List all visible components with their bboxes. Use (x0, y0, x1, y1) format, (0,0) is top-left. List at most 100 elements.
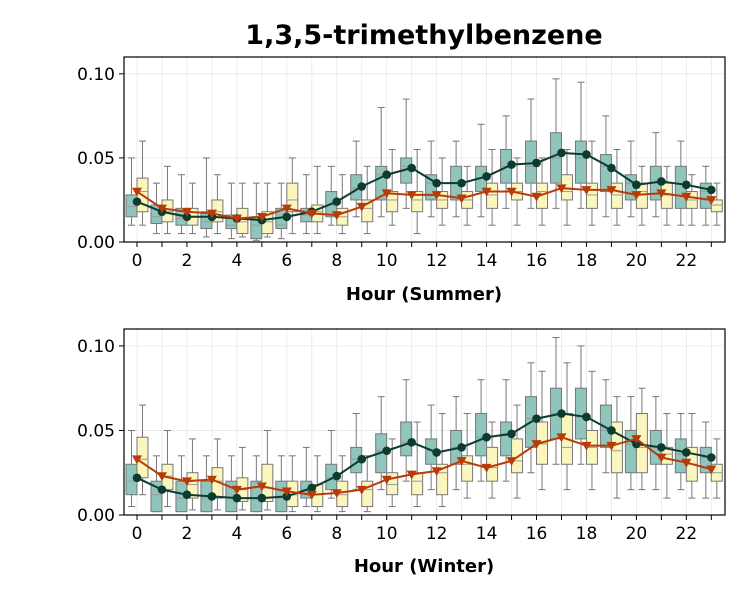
x-tick-label: 8 (331, 251, 342, 271)
boxplot (200, 455, 213, 513)
boxplots (125, 336, 723, 513)
data-point (481, 187, 492, 197)
y-tick-label: 0.10 (77, 65, 115, 85)
series-line (136, 187, 712, 220)
boxplot (300, 174, 313, 235)
data-point (406, 191, 417, 200)
boxplot (511, 404, 524, 499)
data-point (232, 493, 242, 503)
x-tick-label: 14 (476, 251, 498, 271)
data-point (457, 443, 466, 452)
box (411, 191, 424, 213)
data-point (331, 211, 342, 221)
x-tick-label: 4 (231, 251, 242, 271)
data-point (382, 446, 392, 456)
median-lines (131, 409, 717, 503)
data-point (581, 186, 592, 195)
data-point (507, 160, 516, 169)
boxplot (361, 455, 374, 513)
data-point (657, 177, 666, 186)
data-point (432, 448, 441, 457)
data-point (431, 191, 442, 200)
data-point (507, 429, 516, 439)
x-tick-label: 2 (182, 524, 193, 544)
box (500, 421, 513, 457)
boxplot (574, 81, 587, 209)
data-point (682, 448, 691, 457)
data-point (631, 191, 642, 200)
data-point (231, 485, 242, 495)
box (610, 182, 623, 209)
data-point (657, 443, 666, 452)
plot-frame (123, 56, 726, 243)
boxplot (211, 174, 224, 235)
data-point (256, 212, 267, 222)
boxplot (610, 149, 623, 226)
data-point (606, 186, 617, 195)
boxplot (599, 115, 612, 218)
data-point (532, 414, 541, 423)
data-point (231, 214, 242, 224)
series-line (136, 436, 712, 496)
data-point (132, 473, 142, 483)
data-point (681, 192, 692, 202)
boxplot (411, 421, 424, 508)
boxplot (549, 336, 562, 465)
boxplot (375, 396, 388, 491)
data-point (557, 409, 566, 418)
data-point (407, 437, 416, 447)
box (286, 182, 299, 213)
box (461, 455, 474, 482)
x-tick-label: 2 (182, 251, 193, 271)
boxplot (261, 182, 274, 238)
boxplot (286, 455, 299, 513)
data-point (506, 457, 517, 466)
boxplot (585, 140, 598, 226)
x-axis-label: Hour (Winter) (354, 556, 494, 577)
data-point (281, 204, 292, 214)
data-point (407, 163, 416, 173)
boxplot (461, 413, 474, 499)
boxplot (436, 413, 449, 508)
data-point (306, 490, 317, 500)
boxplot (225, 455, 238, 513)
boxplot (325, 429, 338, 499)
data-point (282, 212, 292, 222)
x-tick-label: 20 (626, 251, 648, 271)
boxplot (461, 165, 474, 226)
x-tick-label: 22 (676, 251, 698, 271)
boxplot (286, 157, 299, 235)
y-tick-label: 0.00 (77, 506, 115, 526)
data-point (656, 453, 667, 463)
box (486, 182, 499, 209)
boxplot (300, 446, 313, 508)
box (599, 154, 612, 193)
data-point (406, 470, 417, 480)
boxplot (436, 157, 449, 226)
data-point (532, 158, 541, 168)
y-tick-label: 0.05 (77, 149, 115, 169)
data-point (607, 426, 616, 435)
boxplot (161, 429, 174, 508)
x-tick-label: 0 (132, 251, 143, 271)
y-tick-label: 0.05 (77, 421, 115, 441)
boxplot (125, 429, 138, 508)
boxplot (536, 370, 549, 491)
boxplot (236, 182, 249, 238)
x-tick-label: 6 (281, 524, 292, 544)
boxplot (161, 165, 174, 235)
data-point (332, 197, 342, 206)
data-point (281, 487, 292, 497)
boxplot (475, 123, 488, 218)
x-tick-label: 18 (576, 251, 598, 271)
data-point (356, 202, 367, 212)
data-point (682, 180, 691, 190)
boxplot (200, 157, 213, 238)
y-tick-label: 0.00 (77, 233, 115, 253)
data-point (557, 148, 566, 158)
box (386, 191, 399, 213)
box (574, 140, 587, 184)
x-tick-label: 0 (132, 524, 143, 544)
box (699, 182, 712, 209)
